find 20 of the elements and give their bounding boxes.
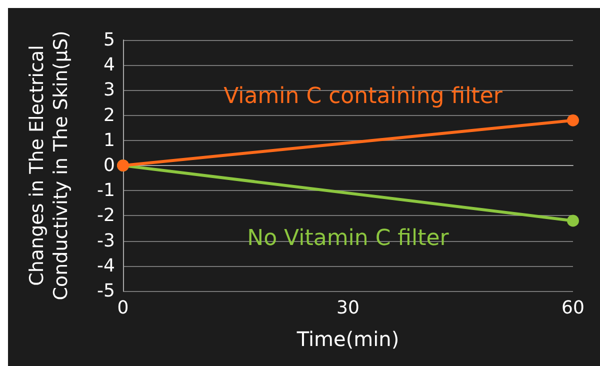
y-tick-label: 1 [104, 130, 115, 151]
x-axis-title: Time(min) [296, 327, 400, 351]
y-axis-title: Changes in The Electrical Conductivity in The Skin(μS) [26, 30, 72, 300]
y-tick-label: -1 [97, 180, 115, 202]
y-tick-label: -2 [97, 205, 115, 226]
x-tick-label: 0 [117, 298, 129, 318]
y-tick-label: -3 [97, 230, 115, 252]
y-tick-label: 2 [104, 104, 115, 126]
x-tick-label: 60 [562, 298, 584, 318]
series-label: No Vitamin C filter [247, 226, 450, 252]
point [567, 214, 579, 227]
y-tick-label: -5 [97, 280, 115, 302]
x-tick-label: 30 [336, 298, 360, 318]
point [567, 114, 579, 126]
series-label: Viamin C containing filter [224, 84, 504, 109]
y-tick-label: 4 [104, 54, 115, 76]
y-tick-label: 0 [104, 155, 115, 176]
y-tick-label: 5 [104, 30, 115, 50]
y-tick-label: 3 [104, 80, 115, 101]
y-tick-label: -4 [97, 255, 115, 276]
